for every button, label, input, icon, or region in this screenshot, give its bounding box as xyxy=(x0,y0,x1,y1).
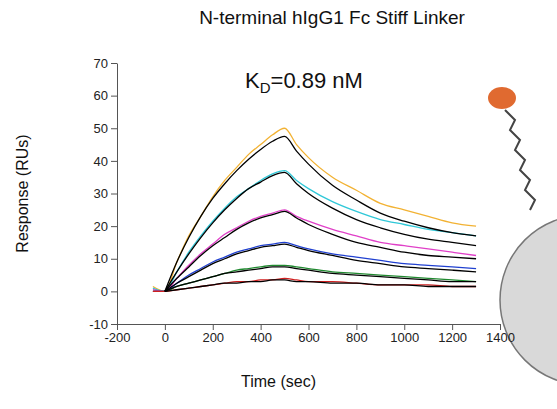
x-tick-mark xyxy=(356,324,357,330)
x-tick-mark xyxy=(117,324,118,330)
x-tick: 1200 xyxy=(438,324,467,345)
x-tick-label: 1200 xyxy=(438,330,467,345)
x-tick-mark xyxy=(213,324,214,330)
y-tick: 70 xyxy=(94,56,117,71)
x-tick: 200 xyxy=(202,324,224,345)
y-tick-mark xyxy=(111,259,117,260)
y-axis-title: Response (RUs) xyxy=(14,134,31,252)
series-line xyxy=(165,244,476,291)
y-tick-mark xyxy=(111,161,117,162)
x-tick: -200 xyxy=(104,324,130,345)
x-tick-label: 400 xyxy=(250,330,272,345)
y-tick-label: -10 xyxy=(89,317,108,332)
series-line xyxy=(165,172,476,291)
y-tick-mark xyxy=(111,96,117,97)
x-tick: 600 xyxy=(298,324,320,345)
plot-area xyxy=(153,128,476,291)
x-tick: 800 xyxy=(346,324,368,345)
y-tick: 50 xyxy=(94,121,117,136)
y-tick-mark xyxy=(111,226,117,227)
y-tick-mark xyxy=(111,128,117,129)
x-tick-label: 1000 xyxy=(390,330,419,345)
x-tick-mark xyxy=(452,324,453,330)
x-tick-mark xyxy=(261,324,262,330)
series-line xyxy=(153,128,476,291)
y-tick: 40 xyxy=(94,154,117,169)
series-line xyxy=(153,171,476,292)
y-axis: -10 0 10 20 30 40 50 60 70 xyxy=(89,56,117,332)
x-tick: 400 xyxy=(250,324,272,345)
annotation: KD=0.89 nM xyxy=(245,68,363,96)
chart: -200 0 200 400 600 800 1000 1200 1400 -10 0 10 20 30 4… xyxy=(0,0,557,409)
y-tick-label: 30 xyxy=(94,186,108,201)
x-tick-label: 600 xyxy=(298,330,320,345)
x-tick-label: 1400 xyxy=(486,330,515,345)
linker xyxy=(505,110,535,210)
y-tick-mark xyxy=(111,63,117,64)
x-tick: 1400 xyxy=(486,324,515,345)
series-line xyxy=(153,210,476,292)
series-line xyxy=(165,267,476,291)
y-tick: 10 xyxy=(94,251,117,266)
y-tick-mark xyxy=(111,291,117,292)
x-tick-label: 0 xyxy=(162,330,169,345)
y-tick-label: 70 xyxy=(94,56,108,71)
series-line xyxy=(165,136,476,291)
y-tick-label: 0 xyxy=(101,284,108,299)
title: N-terminal hIgG1 Fc Stiff Linker xyxy=(199,7,465,28)
x-tick-mark xyxy=(404,324,405,330)
y-tick-mark xyxy=(111,324,117,325)
x-tick: 1000 xyxy=(390,324,419,345)
x-axis-title: Time (sec) xyxy=(241,373,316,390)
y-tick-label: 50 xyxy=(94,121,108,136)
x-tick: 0 xyxy=(162,324,169,345)
y-tick-label: 40 xyxy=(94,154,108,169)
x-axis: -200 0 200 400 600 800 1000 1200 1400 xyxy=(104,324,514,345)
series-line xyxy=(153,242,476,291)
series-line xyxy=(165,280,476,291)
x-tick-mark xyxy=(309,324,310,330)
series-line xyxy=(165,211,476,291)
y-axis-line xyxy=(117,64,118,325)
x-tick-label: -200 xyxy=(104,330,130,345)
x-tick-mark xyxy=(165,324,166,330)
protein xyxy=(488,87,516,109)
y-tick-label: 20 xyxy=(94,219,108,234)
x-tick-mark xyxy=(500,324,501,330)
y-tick-label: 60 xyxy=(94,88,108,103)
fc-shape xyxy=(500,215,557,385)
y-tick: 20 xyxy=(94,219,117,234)
y-tick: 30 xyxy=(94,186,117,201)
x-tick-label: 200 xyxy=(202,330,224,345)
x-tick-label: 800 xyxy=(346,330,368,345)
y-tick-label: 10 xyxy=(94,251,108,266)
y-tick-mark xyxy=(111,194,117,195)
y-tick: 0 xyxy=(101,284,117,299)
y-tick: 60 xyxy=(94,88,117,103)
y-tick: -10 xyxy=(89,317,117,332)
